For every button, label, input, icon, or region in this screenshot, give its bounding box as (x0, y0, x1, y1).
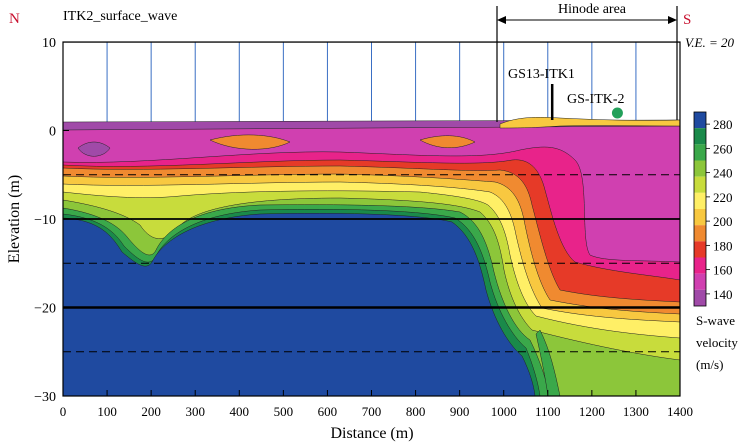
x-tick-label: 100 (97, 404, 117, 419)
x-tick-label: 0 (60, 404, 67, 419)
colorbar-swatch-10 (694, 273, 706, 290)
y-tick-label: 10 (42, 36, 56, 51)
south-label: S (683, 12, 691, 28)
x-tick-label: 400 (230, 404, 250, 419)
region-bracket (497, 16, 677, 24)
x-tick-label: 1100 (535, 404, 561, 419)
x-tick-label: 300 (185, 404, 205, 419)
colorbar-tick-label: 280 (713, 117, 733, 132)
x-axis: 0 100 200 300 400 500 600 700 800 900 1000 1100 1200… (60, 390, 693, 419)
x-tick-label: 1200 (579, 404, 605, 419)
y-tick-label: −10 (34, 213, 56, 228)
colorbar-title-line3: (m/s) (696, 357, 723, 372)
colorbar-tick-label: 260 (713, 141, 733, 156)
surface-patch-3 (419, 135, 476, 148)
colorbar-title-line2: velocity (696, 335, 738, 350)
reference-lines (63, 42, 680, 353)
x-tick-label: 900 (450, 404, 470, 419)
region-arrow-left (497, 16, 506, 24)
colorbar-tick-label: 200 (713, 214, 733, 229)
point-label: GS-ITK-2 (567, 92, 625, 107)
surface-yellow (499, 117, 680, 129)
x-tick-label: 1400 (667, 404, 693, 419)
colorbar-swatch-7 (694, 225, 706, 242)
colorbar-swatch-1 (694, 128, 706, 145)
y-axis: 10 0 −10 −20 −30 (34, 36, 69, 405)
surface-patch-1 (77, 141, 111, 157)
colorbar-swatch-8 (694, 241, 706, 258)
north-label: N (9, 11, 20, 27)
x-tick-label: 1000 (491, 404, 517, 419)
chart-title: ITK2_surface_wave (63, 9, 177, 24)
x-tick-label: 600 (318, 404, 338, 419)
colorbar-swatch-2 (694, 144, 706, 161)
colorbar-swatch-4 (694, 176, 706, 193)
colorbar-swatch-11 (694, 289, 706, 306)
colorbar-title: S-wave velocity (m/s) (696, 313, 738, 372)
ve-label: V.E. = 20 (685, 35, 734, 50)
colorbar-swatch-9 (694, 257, 706, 274)
deep-patch-1 (535, 329, 561, 396)
point-marker (611, 107, 623, 119)
x-tick-label: 800 (406, 404, 426, 419)
x-tick-label: 700 (362, 404, 382, 419)
colorbar-tick-label: 180 (713, 238, 733, 253)
x-tick-label: 200 (141, 404, 161, 419)
region-label: Hinode area (558, 2, 627, 17)
borehole-label: GS13-ITK1 (508, 67, 575, 82)
region-arrow-right (668, 16, 677, 24)
y-tick-label: −30 (34, 390, 56, 405)
y-axis-label: Elevation (m) (6, 175, 23, 263)
x-tick-label: 1300 (623, 404, 649, 419)
x-axis-label: Distance (m) (330, 425, 413, 442)
colorbar-swatch-6 (694, 209, 706, 226)
colorbar: 280 260 240 220 200 180 160 140 (693, 111, 733, 307)
x-tick-label: 500 (274, 404, 294, 419)
surface-patch-2 (209, 134, 291, 150)
colorbar-swatch-0 (694, 112, 706, 129)
colorbar-tick-label: 220 (713, 190, 733, 205)
annotations: GS13-ITK1 GS-ITK-2 (508, 67, 625, 120)
y-tick-label: −20 (34, 302, 56, 317)
colorbar-tick-label: 160 (713, 263, 733, 278)
colorbar-frame (693, 111, 707, 307)
band-280 (63, 213, 536, 396)
colorbar-swatch-5 (694, 192, 706, 209)
colorbar-swatch-3 (694, 160, 706, 177)
velocity-field (63, 117, 680, 396)
colorbar-tick-label: 140 (713, 287, 733, 302)
colorbar-tick-label: 240 (713, 166, 733, 181)
station-lines (106, 42, 637, 129)
y-tick-label: 0 (49, 125, 56, 140)
colorbar-title-line1: S-wave (696, 313, 735, 328)
